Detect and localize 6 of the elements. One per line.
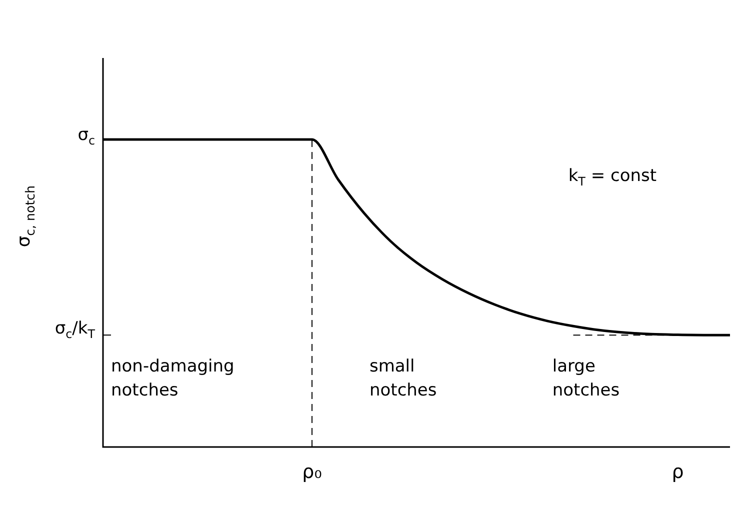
x-tick-label: ρ₀ — [302, 460, 322, 483]
y-axis-title: σc, notch — [14, 185, 38, 248]
annotation: small notches — [369, 356, 437, 400]
annotation: large notches — [552, 356, 620, 400]
x-tick-label: ρ — [672, 460, 684, 483]
annotation: non-damaging notches — [111, 356, 234, 400]
